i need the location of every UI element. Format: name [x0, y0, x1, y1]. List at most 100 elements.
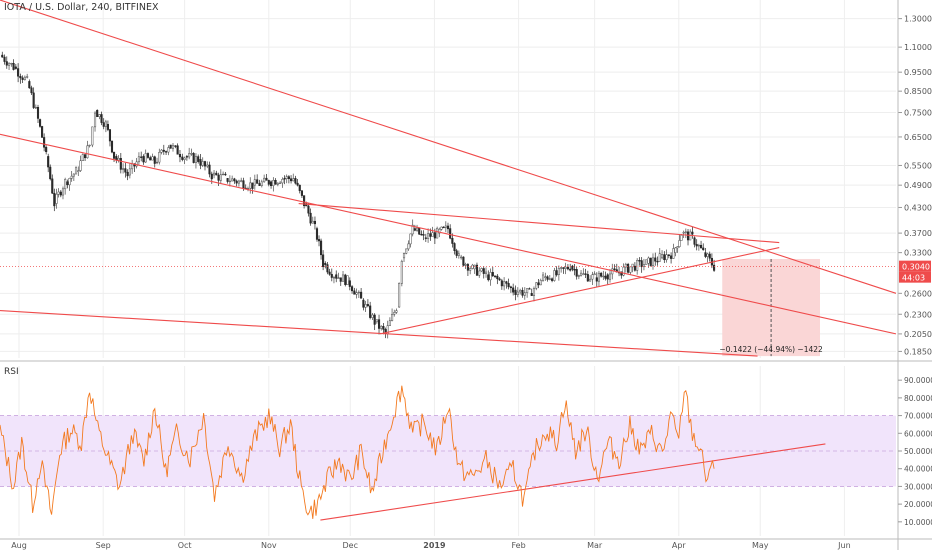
price-trendline [298, 202, 780, 244]
price-candle [676, 246, 679, 249]
price-candle [573, 269, 576, 271]
rsi-tick-label: 90.0000 [904, 376, 932, 385]
price-candle [337, 277, 340, 279]
price-candle [700, 244, 703, 249]
rsi-tick-label: 50.0000 [904, 447, 932, 456]
price-candle [691, 231, 694, 235]
price-candle [446, 225, 450, 230]
price-candle [405, 248, 408, 254]
price-candle [553, 270, 556, 281]
price-candle [665, 254, 668, 261]
price-candle [149, 157, 152, 161]
price-candle [649, 257, 652, 266]
price-candle [313, 220, 317, 225]
measure-tool[interactable]: −0.1422 (−44.94%) −1422 [719, 258, 823, 357]
price-candle [84, 154, 87, 159]
rsi-tick-label: 10.0000 [904, 518, 932, 527]
price-candle [79, 160, 82, 171]
price-candle [413, 228, 416, 231]
price-candle [555, 270, 558, 276]
price-candle [242, 180, 245, 189]
price-candle [215, 172, 218, 176]
price-candle [59, 191, 62, 196]
price-candle [393, 312, 396, 315]
price-candle [5, 61, 8, 66]
price-candle [713, 264, 716, 271]
price-candle [183, 157, 186, 160]
price-candle [112, 151, 116, 159]
price-candle [296, 182, 299, 186]
price-candle [526, 288, 529, 293]
price-candle [72, 173, 75, 177]
price-candle [647, 257, 650, 264]
price-candle [697, 244, 700, 247]
price-candle [270, 181, 273, 187]
price-candle [651, 257, 655, 266]
price-candle [373, 314, 376, 325]
price-candle [579, 272, 583, 276]
price-candle [530, 293, 533, 296]
price-candle [253, 179, 256, 186]
price-candle [564, 266, 567, 269]
price-tick-label: 1.1000 [904, 43, 932, 52]
price-candle [122, 168, 125, 170]
price-candle [438, 229, 441, 234]
price-candle [366, 304, 369, 307]
price-candle [589, 278, 592, 282]
price-candle [330, 274, 333, 278]
price-candle [339, 277, 342, 282]
price-candle [415, 227, 419, 231]
price-candle [142, 156, 145, 163]
price-candle [586, 274, 589, 282]
price-candle [49, 166, 52, 180]
price-candle [496, 275, 499, 280]
x-tick-label: Oct [178, 541, 192, 550]
price-candle [322, 254, 325, 267]
price-candle [466, 264, 469, 271]
price-candle [320, 240, 323, 256]
price-candle [418, 227, 421, 235]
price-tick-label: 0.5500 [904, 161, 932, 170]
price-trendline [0, 310, 758, 357]
price-candle [135, 161, 138, 167]
price-candle [420, 233, 423, 236]
price-candle [206, 164, 209, 167]
price-candle [453, 243, 456, 251]
price-candle [208, 164, 211, 175]
price-candle [523, 292, 526, 296]
price-candle [600, 272, 603, 277]
price-candle [176, 145, 179, 155]
price-candle [34, 107, 37, 109]
price-candle [153, 156, 156, 164]
price-candle [557, 268, 560, 275]
overlays: 0.3040 44:03 [0, 260, 931, 283]
price-candle [165, 151, 168, 153]
price-candle [369, 305, 372, 318]
price-candle [169, 144, 172, 149]
price-candle [267, 180, 270, 185]
price-candle [355, 292, 358, 295]
trendlines[interactable] [0, 0, 897, 521]
price-candle [287, 176, 290, 179]
price-candle [174, 145, 177, 147]
price-candle [21, 77, 24, 80]
price-candle [670, 255, 673, 259]
price-candle [93, 112, 97, 128]
price-candle [328, 271, 331, 275]
price-candle [265, 177, 268, 181]
price-candle [294, 178, 297, 184]
price-candle [672, 248, 675, 259]
price-candle [642, 264, 645, 268]
price-candle [569, 268, 572, 271]
price-candle [398, 283, 401, 308]
price-candle [444, 225, 447, 228]
price-candle [158, 152, 161, 163]
price-candle [551, 278, 554, 281]
price-tick-label: 0.9500 [904, 68, 932, 77]
price-candle [57, 191, 60, 195]
price-candle [53, 192, 56, 207]
price-candle [622, 266, 625, 276]
chart-title: IOTA / U.S. Dollar, 240, BITFINEX [4, 2, 159, 13]
